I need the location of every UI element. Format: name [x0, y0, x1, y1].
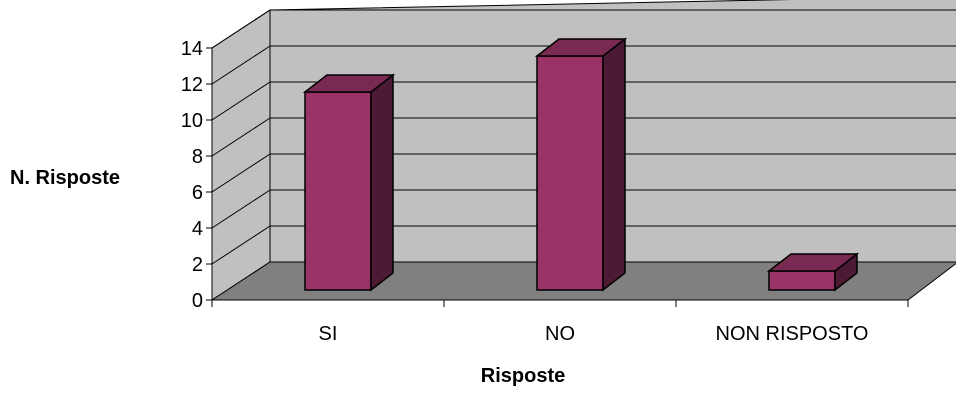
y-tick-label: 14 [181, 38, 203, 60]
bar-side [603, 39, 625, 290]
bar-front [305, 92, 371, 290]
y-tick-label: 8 [192, 146, 203, 168]
bar-front [537, 56, 603, 290]
y-tick-label: 2 [192, 254, 203, 276]
bar-si [305, 75, 393, 290]
bar-front [769, 271, 835, 290]
x-tick-label: NO [545, 323, 575, 345]
y-tick-label: 12 [181, 74, 203, 96]
y-tick-label: 0 [192, 290, 203, 312]
x-axis-title: Risposte [0, 365, 956, 388]
y-tick-label: 4 [192, 218, 203, 240]
y-axis-title: N. Risposte [10, 167, 120, 190]
bar-side [371, 75, 393, 290]
y-tick-label: 10 [181, 110, 203, 132]
y-tick-label: 6 [192, 182, 203, 204]
x-tick-label: SI [319, 323, 338, 345]
x-tick-label: NON RISPOSTO [716, 323, 869, 345]
bar-no [537, 39, 625, 290]
side-wall [212, 10, 270, 300]
